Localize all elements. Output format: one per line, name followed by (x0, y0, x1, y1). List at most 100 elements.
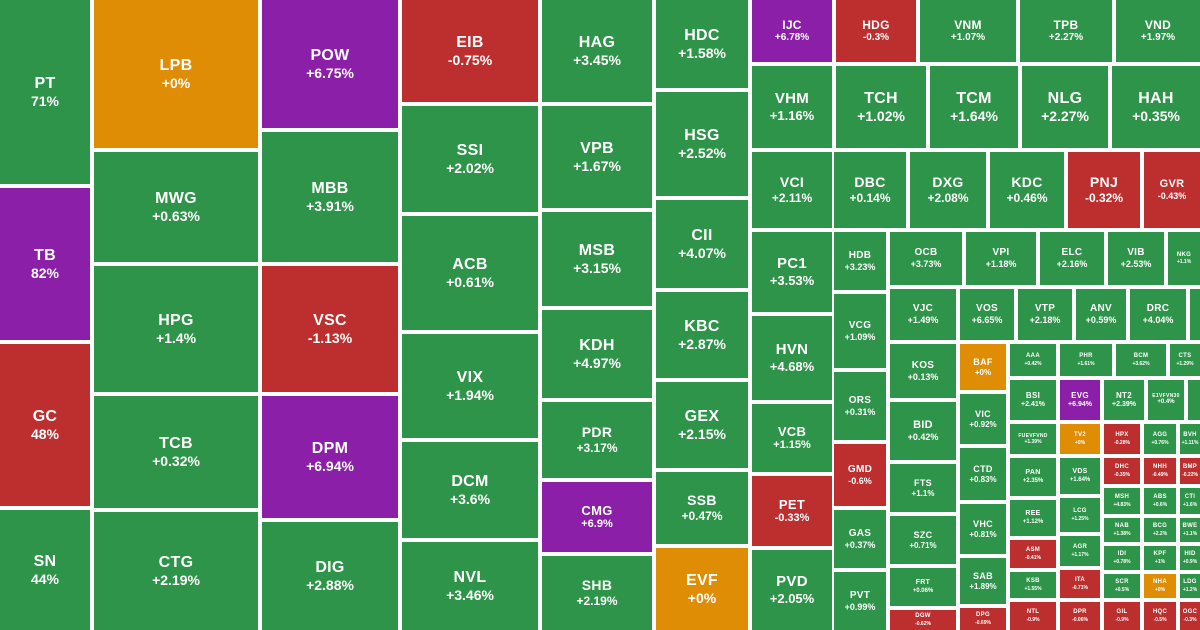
treemap-tile-hdb[interactable]: HDB +3.23% (834, 232, 886, 290)
treemap-tile-vos[interactable]: VOS +6.65% (960, 289, 1014, 340)
treemap-tile-sn[interactable]: SN 44% (0, 510, 90, 630)
treemap-tile-dgw[interactable]: DGW -0.62% (890, 610, 956, 630)
treemap-tile-lcg[interactable]: LCG +1.25% (1060, 498, 1100, 532)
treemap-tile-hqc[interactable]: HQC -0.5% (1144, 602, 1176, 630)
treemap-tile-vpi[interactable]: VPI +1.18% (966, 232, 1036, 285)
treemap-tile-hah[interactable]: HAH +0.35% (1112, 66, 1200, 148)
treemap-tile-evf[interactable]: EVF +0% (656, 548, 748, 630)
treemap-tile-tb[interactable]: TB 82% (0, 188, 90, 340)
treemap-tile-tch[interactable]: TCH +1.02% (836, 66, 926, 148)
treemap-tile-vic[interactable]: VIC +0.92% (960, 394, 1006, 444)
treemap-tile-idi[interactable]: IDI +0.78% (1104, 546, 1140, 570)
treemap-tile-scr[interactable]: SCR +0.5% (1104, 574, 1140, 598)
treemap-tile-anv[interactable]: ANV +0.59% (1076, 289, 1126, 340)
treemap-tile-dhc[interactable]: DHC -0.35% (1104, 458, 1140, 484)
treemap-tile-aaa[interactable]: AAA +0.42% (1010, 344, 1056, 376)
treemap-tile-lpb[interactable]: LPB +0% (94, 0, 258, 148)
treemap-tile-ree[interactable]: REE +1.12% (1010, 500, 1056, 536)
treemap-tile-mwg[interactable]: MWG +0.63% (94, 152, 258, 262)
treemap-tile-kbc[interactable]: KBC +2.87% (656, 292, 748, 378)
treemap-tile-vib[interactable]: VIB +2.53% (1108, 232, 1164, 285)
treemap-tile-vcb[interactable]: VCB +1.15% (752, 404, 832, 472)
treemap-tile-hid[interactable]: HID +0.9% (1180, 546, 1200, 570)
treemap-tile-bmp[interactable]: BMP -0.22% (1180, 458, 1200, 484)
treemap-tile-evg[interactable]: EVG +6.94% (1060, 380, 1100, 420)
treemap-tile-gas[interactable]: GAS +0.37% (834, 510, 886, 568)
treemap-tile-pet[interactable]: PET -0.33% (752, 476, 832, 546)
treemap-tile-nvl[interactable]: NVL +3.46% (402, 542, 538, 630)
treemap-tile-pnj[interactable]: PNJ -0.32% (1068, 152, 1140, 228)
treemap-tile-pdr[interactable]: PDR +3.17% (542, 402, 652, 478)
treemap-tile-bsi[interactable]: BSI +2.41% (1010, 380, 1056, 420)
treemap-tile-vjc[interactable]: VJC +1.49% (890, 289, 956, 340)
treemap-tile-kdc[interactable]: KDC +0.46% (990, 152, 1064, 228)
treemap-tile-nkg[interactable]: NKG +1.1% (1168, 232, 1200, 285)
treemap-tile-ogc[interactable]: OGC -0.3% (1180, 602, 1200, 630)
treemap-tile-cts[interactable]: CTS +1.29% (1170, 344, 1200, 376)
treemap-tile-kos[interactable]: KOS +0.13% (890, 344, 956, 398)
treemap-tile-vnm[interactable]: VNM +1.07% (920, 0, 1016, 62)
treemap-tile-kpf[interactable]: KPF +1% (1144, 546, 1176, 570)
treemap-tile-dcm[interactable]: DCM +3.6% (402, 442, 538, 538)
treemap-tile-vds[interactable]: VDS +1.64% (1060, 458, 1100, 494)
treemap-tile-baf[interactable]: BAF +0% (960, 344, 1006, 390)
treemap-tile-hdc[interactable]: HDC +1.58% (656, 0, 748, 88)
treemap-tile-shb[interactable]: SHB +2.19% (542, 556, 652, 630)
treemap-tile-msb[interactable]: MSB +3.15% (542, 212, 652, 306)
treemap-tile-ldg[interactable]: LDG +1.2% (1180, 574, 1200, 598)
treemap-tile-vhc[interactable]: VHC +0.81% (960, 504, 1006, 554)
treemap-tile-pt[interactable]: PT 71% (0, 0, 90, 184)
treemap-tile-nha[interactable]: NHA +0% (1144, 574, 1176, 598)
treemap-tile-dpr[interactable]: DPR -0.06% (1060, 602, 1100, 630)
treemap-tile-hpg[interactable]: HPG +1.4% (94, 266, 258, 392)
treemap-tile-phr[interactable]: PHR +1.61% (1060, 344, 1112, 376)
treemap-tile-vsc[interactable]: VSC -1.13% (262, 266, 398, 392)
treemap-tile-agr[interactable]: AGR +1.17% (1060, 536, 1100, 566)
treemap-tile-e1vfvn30[interactable]: E1VFVN30 +0.4% (1148, 380, 1184, 420)
treemap-tile-asm[interactable]: ASM -0.41% (1010, 540, 1056, 568)
treemap-tile-hag[interactable]: HAG +3.45% (542, 0, 652, 102)
treemap-tile-tcb[interactable]: TCB +0.32% (94, 396, 258, 508)
treemap-tile-vhm[interactable]: VHM +1.16% (752, 66, 832, 148)
treemap-tile-vci[interactable]: VCI +2.11% (752, 152, 832, 228)
treemap-tile-dig[interactable]: DIG +2.88% (262, 522, 398, 630)
treemap-tile-mbb[interactable]: MBB +3.91% (262, 132, 398, 262)
treemap-tile-tv2[interactable]: TV2 +0% (1060, 424, 1100, 454)
treemap-tile-ssi[interactable]: SSI +2.02% (402, 106, 538, 212)
treemap-tile-ntl[interactable]: NTL -0.9% (1010, 602, 1056, 630)
treemap-tile-sab[interactable]: SAB +1.89% (960, 558, 1006, 604)
treemap-tile-dpm[interactable]: DPM +6.94% (262, 396, 398, 518)
treemap-tile-bvh[interactable]: BVH +1.11% (1180, 424, 1200, 454)
treemap-tile-acb[interactable]: ACB +0.61% (402, 216, 538, 330)
treemap-tile-kdh[interactable]: KDH +4.97% (542, 310, 652, 398)
treemap-tile-bcm[interactable]: BCM +3.62% (1116, 344, 1166, 376)
treemap-tile-fuevfvnd[interactable]: FUEVFVND +1.39% (1010, 424, 1056, 454)
treemap-tile-ctd[interactable]: CTD +0.83% (960, 448, 1006, 500)
treemap-tile-vcg[interactable]: VCG +1.09% (834, 294, 886, 368)
treemap-tile-dxg[interactable]: DXG +2.08% (910, 152, 986, 228)
treemap-tile-elc[interactable]: ELC +2.16% (1040, 232, 1104, 285)
treemap-tile-fts[interactable]: FTS +1.1% (890, 464, 956, 512)
treemap-tile-tcm[interactable]: TCM +1.64% (930, 66, 1018, 148)
treemap-tile-bcg[interactable]: BCG +2.2% (1144, 518, 1176, 542)
treemap-tile-cii[interactable]: CII +4.07% (656, 200, 748, 288)
treemap-tile-pvt[interactable]: PVT +0.99% (834, 572, 886, 630)
treemap-tile-cti[interactable]: CTI +1.6% (1180, 488, 1200, 514)
treemap-tile-szc[interactable]: SZC +0.71% (890, 516, 956, 564)
treemap-tile-vnd[interactable]: VND +1.97% (1116, 0, 1200, 62)
treemap-tile-vix[interactable]: VIX +1.94% (402, 334, 538, 438)
treemap-tile-eib[interactable]: EIB -0.75% (402, 0, 538, 102)
treemap-tile-nlg[interactable]: NLG +2.27% (1022, 66, 1108, 148)
treemap-tile-ctg[interactable]: CTG +2.19% (94, 512, 258, 630)
treemap-tile-gex[interactable]: GEX +2.15% (656, 382, 748, 468)
treemap-tile-gc[interactable]: GC 48% (0, 344, 90, 506)
treemap-tile-nt2[interactable]: NT2 +2.39% (1104, 380, 1144, 420)
treemap-tile-bid[interactable]: BID +0.42% (890, 402, 956, 460)
treemap-tile-tpb[interactable]: TPB +2.27% (1020, 0, 1112, 62)
treemap-tile-hpx[interactable]: HPX -0.28% (1104, 424, 1140, 454)
treemap-tile-ijc[interactable]: IJC +6.78% (752, 0, 832, 62)
treemap-tile-nhh[interactable]: NHH -0.49% (1144, 458, 1176, 484)
treemap-tile-ors[interactable]: ORS +0.31% (834, 372, 886, 440)
treemap-tile-dbc[interactable]: DBC +0.14% (834, 152, 906, 228)
treemap-tile-hdg[interactable]: HDG -0.3% (836, 0, 916, 62)
